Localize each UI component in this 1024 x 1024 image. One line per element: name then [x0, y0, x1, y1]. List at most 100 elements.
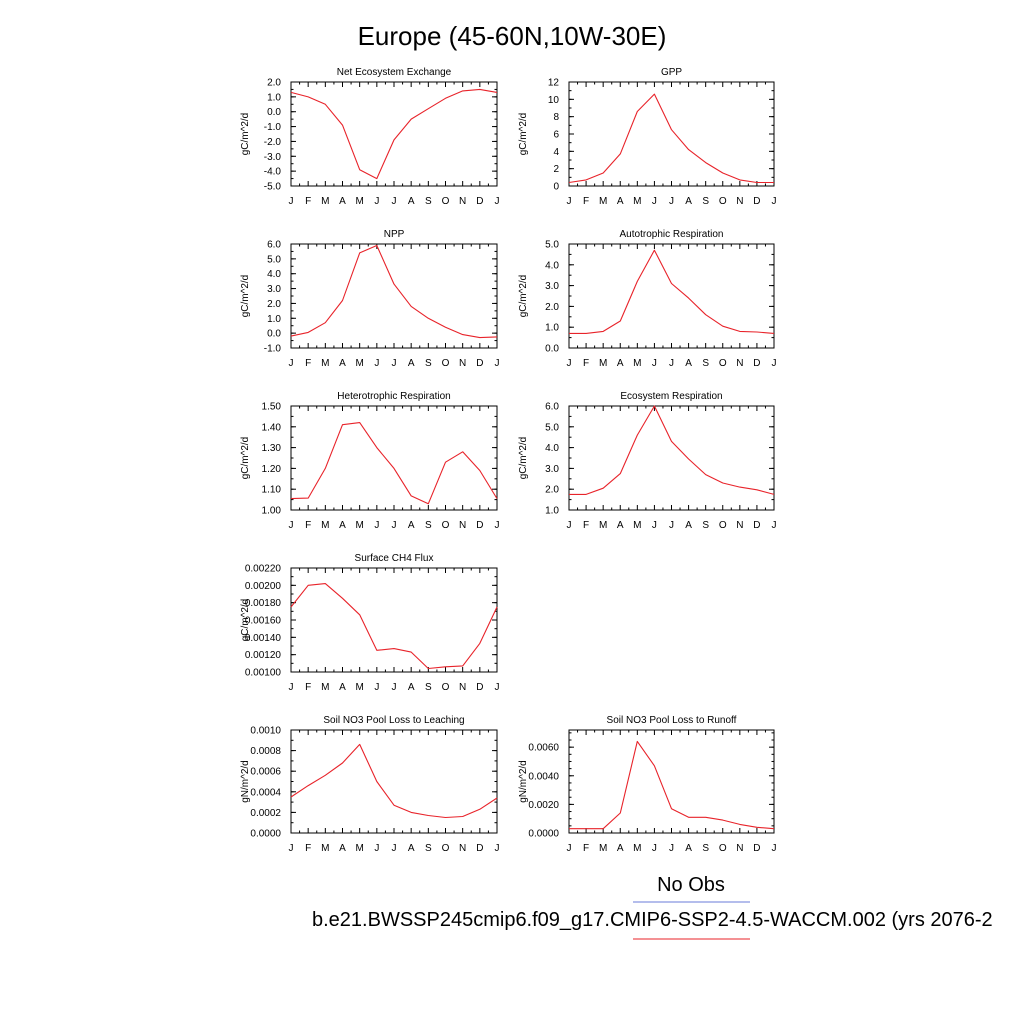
- y-tick-label: 0.0: [267, 329, 281, 340]
- x-tick-label: J: [652, 520, 657, 531]
- y-tick-label: 0.0: [267, 107, 281, 118]
- y-tick-label: 0.0040: [528, 771, 559, 782]
- x-tick-label: M: [599, 520, 607, 531]
- panel-title: GPP: [661, 67, 682, 78]
- x-tick-label: D: [476, 682, 483, 693]
- x-tick-label: M: [321, 358, 329, 369]
- y-tick-label: 5.0: [267, 254, 281, 265]
- y-tick-label: 2.0: [267, 78, 281, 89]
- y-tick-label: 1.0: [545, 323, 559, 334]
- plot-frame: [568, 729, 775, 834]
- y-tick-label: 0.00200: [245, 581, 282, 592]
- plot-frame: [290, 729, 498, 834]
- x-tick-label: D: [476, 843, 483, 854]
- x-tick-label: J: [495, 196, 500, 207]
- legend: No Obs b.e21.BWSSP245cmip6.f09_g17.CMIP6…: [312, 874, 993, 940]
- x-tick-label: A: [408, 843, 415, 854]
- x-tick-label: J: [374, 520, 379, 531]
- x-tick-label: J: [289, 682, 294, 693]
- y-tick-label: 0: [553, 182, 559, 193]
- x-tick-label: J: [567, 843, 572, 854]
- series-line: [290, 743, 498, 819]
- y-tick-label: 0.00220: [245, 564, 282, 575]
- x-tick-label: O: [442, 520, 450, 531]
- y-tick-label: 1.20: [262, 464, 282, 475]
- x-tick-label: A: [339, 843, 346, 854]
- x-tick-label: J: [652, 843, 657, 854]
- x-tick-label: J: [289, 358, 294, 369]
- x-tick-label: S: [702, 196, 709, 207]
- series-line: [290, 88, 498, 180]
- x-tick-label: D: [753, 196, 760, 207]
- x-tick-label: N: [736, 196, 743, 207]
- x-tick-label: F: [305, 520, 311, 531]
- y-tick-label: 0.00120: [245, 650, 282, 661]
- y-tick-label: 2.0: [545, 302, 559, 313]
- x-tick-label: J: [289, 520, 294, 531]
- panel-title: NPP: [384, 229, 405, 240]
- x-tick-label: J: [374, 682, 379, 693]
- x-tick-label: J: [772, 196, 777, 207]
- x-tick-label: F: [305, 843, 311, 854]
- x-tick-label: A: [685, 520, 692, 531]
- x-tick-label: J: [567, 358, 572, 369]
- x-tick-label: M: [633, 358, 641, 369]
- x-tick-label: A: [617, 520, 624, 531]
- x-tick-label: M: [321, 843, 329, 854]
- x-tick-label: S: [425, 196, 432, 207]
- x-tick-label: S: [425, 843, 432, 854]
- x-tick-label: M: [355, 196, 363, 207]
- y-tick-label: 0.00180: [245, 598, 282, 609]
- x-tick-label: F: [583, 520, 589, 531]
- x-tick-label: O: [719, 843, 727, 854]
- series-line: [568, 93, 774, 184]
- y-axis-label: gC/m^2/d: [518, 113, 529, 156]
- y-tick-label: 2.0: [545, 485, 559, 496]
- plot-frame: [290, 243, 498, 349]
- x-tick-label: A: [408, 520, 415, 531]
- y-tick-label: 0.0004: [250, 787, 281, 798]
- x-tick-label: J: [289, 196, 294, 207]
- x-tick-label: A: [339, 520, 346, 531]
- x-tick-label: J: [772, 520, 777, 531]
- x-tick-label: F: [583, 843, 589, 854]
- panel-title: Surface CH4 Flux: [355, 553, 434, 564]
- plot-frame: [290, 81, 498, 187]
- y-axis-label: gN/m^2/d: [518, 760, 529, 803]
- x-tick-label: F: [583, 358, 589, 369]
- x-tick-label: J: [495, 682, 500, 693]
- x-tick-label: N: [459, 358, 466, 369]
- x-tick-label: J: [567, 196, 572, 207]
- x-tick-label: D: [476, 358, 483, 369]
- x-tick-label: J: [392, 520, 397, 531]
- x-tick-label: M: [633, 196, 641, 207]
- x-tick-label: N: [459, 682, 466, 693]
- x-tick-label: M: [599, 196, 607, 207]
- x-tick-label: J: [392, 196, 397, 207]
- y-axis-label: gC/m^2/d: [518, 437, 529, 480]
- x-tick-label: N: [459, 196, 466, 207]
- x-tick-label: A: [408, 196, 415, 207]
- y-tick-label: -3.0: [264, 152, 282, 163]
- y-tick-label: 1.50: [262, 402, 282, 413]
- x-tick-label: J: [652, 196, 657, 207]
- y-tick-label: 1.00: [262, 506, 282, 517]
- x-tick-label: M: [355, 682, 363, 693]
- y-tick-label: 0.0010: [250, 726, 281, 737]
- x-tick-label: S: [425, 520, 432, 531]
- y-tick-label: 0.0020: [528, 800, 559, 811]
- y-axis-label: gC/m^2/d: [518, 275, 529, 318]
- y-tick-label: 10: [548, 95, 560, 106]
- x-tick-label: N: [736, 520, 743, 531]
- x-tick-label: O: [442, 843, 450, 854]
- y-tick-label: 0.00160: [245, 616, 282, 627]
- y-tick-label: 4.0: [545, 443, 559, 454]
- x-tick-label: M: [321, 682, 329, 693]
- y-tick-label: -4.0: [264, 167, 282, 178]
- series-line: [569, 405, 775, 495]
- x-tick-label: S: [702, 520, 709, 531]
- x-tick-label: O: [442, 682, 450, 693]
